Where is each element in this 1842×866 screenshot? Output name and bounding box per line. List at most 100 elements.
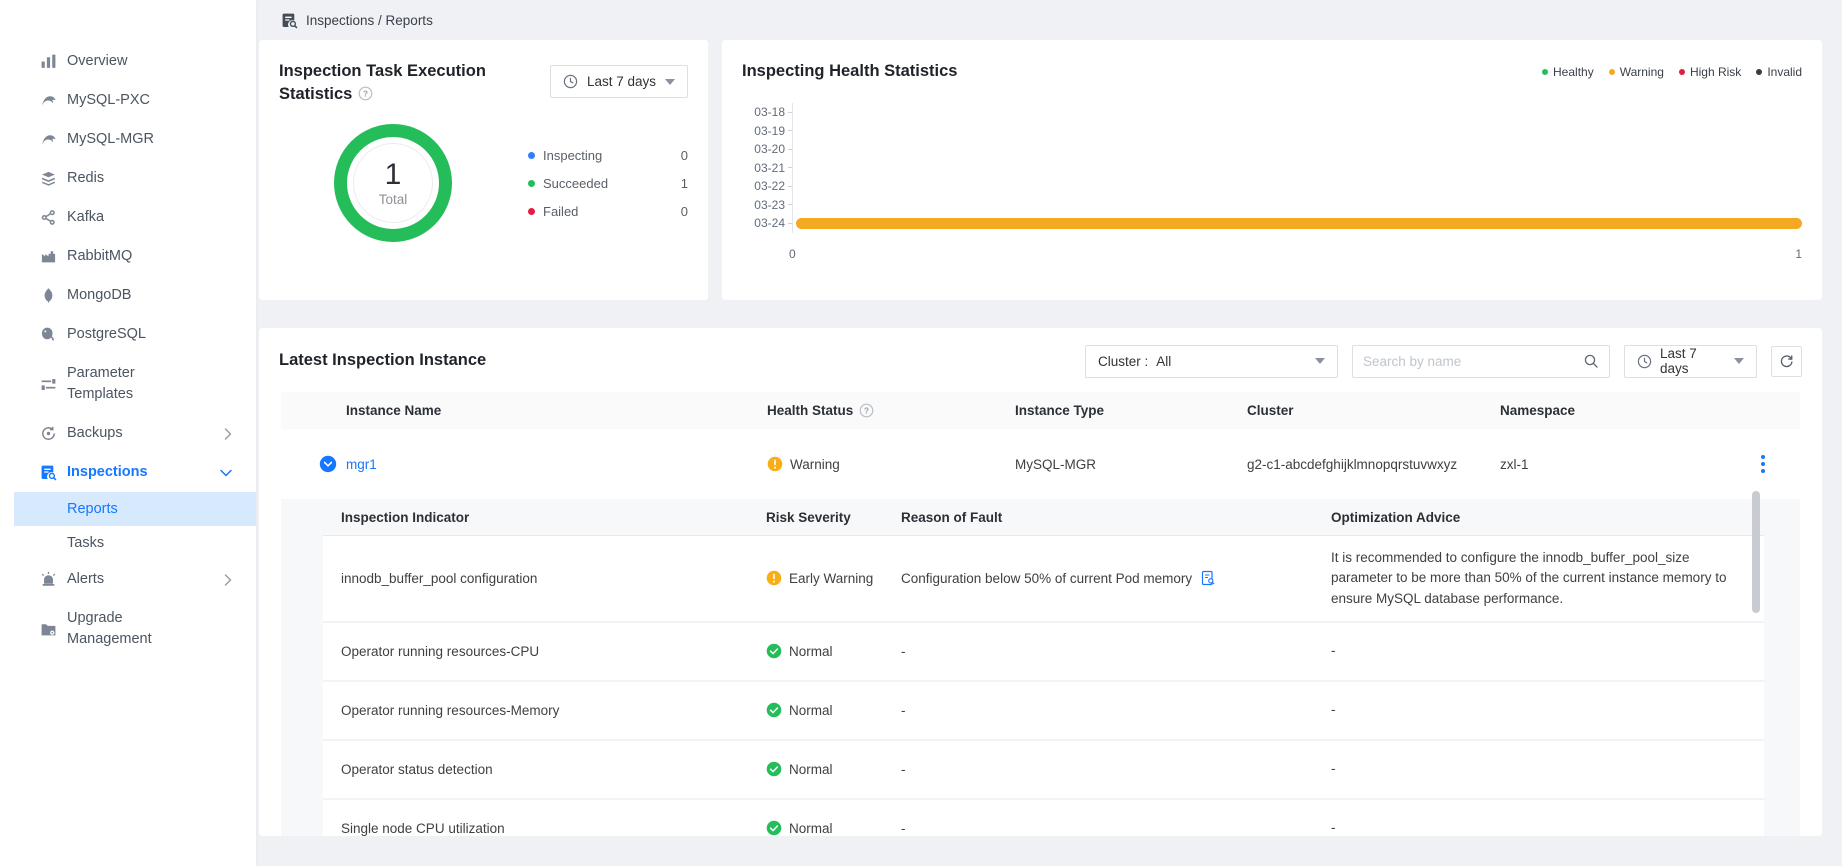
legend-dot xyxy=(1608,69,1615,75)
legend-label: High Risk xyxy=(1689,65,1742,79)
table-range-select[interactable]: Last 7 days xyxy=(1624,344,1757,378)
sidebar-item-parameter-templates[interactable]: Parameter Templates xyxy=(0,354,256,414)
donut-total-label: Total xyxy=(378,192,408,208)
sidebar-item-overview[interactable]: Overview xyxy=(0,42,256,81)
optimization-advice: - xyxy=(1331,702,1336,718)
inspections-icon xyxy=(281,12,298,29)
sidebar-item-reports[interactable]: Reports xyxy=(14,492,256,526)
sidebar-item-label: Reports xyxy=(67,501,118,517)
column-header-cluster: Cluster xyxy=(1247,403,1294,418)
column-header-instance-name: Instance Name xyxy=(346,403,442,418)
sidebar-item-mysql-mgr[interactable]: MySQL-MGR xyxy=(0,120,256,159)
y-axis-label: 03-18 xyxy=(754,105,785,120)
help-icon[interactable]: ? xyxy=(859,403,874,418)
row-actions-menu[interactable] xyxy=(1752,451,1774,477)
task-range-select[interactable]: Last 7 days xyxy=(549,65,688,98)
detail-row-single-node-cpu-utilization: Single node CPU utilization Normal - - xyxy=(323,797,1764,836)
upgrade-icon xyxy=(40,621,57,638)
sidebar-item-inspections[interactable]: Inspections xyxy=(0,453,256,492)
y-axis-label: 03-24 xyxy=(754,216,785,231)
kafka-icon xyxy=(40,209,57,226)
sidebar-item-label: Backups xyxy=(67,425,123,441)
sidebar-item-label: MySQL-PXC xyxy=(67,92,150,108)
risk-severity: Normal xyxy=(766,761,901,777)
column-header-health-status: Health Status? xyxy=(767,403,1015,418)
table-header: Instance Name Health Status? Instance Type… xyxy=(281,392,1800,429)
sidebar-item-alerts[interactable]: Alerts xyxy=(0,560,256,599)
legend-dot xyxy=(1678,69,1685,75)
chart-row-03-20: 03-20 xyxy=(742,140,1802,159)
y-axis-label: 03-23 xyxy=(754,197,785,212)
sidebar-item-rabbitmq[interactable]: RabbitMQ xyxy=(0,237,256,276)
legend-value: 1 xyxy=(680,175,688,191)
parameter-templates-icon xyxy=(40,376,57,393)
sidebar-item-label: MongoDB xyxy=(67,287,132,303)
instance-name-link[interactable]: mgr1 xyxy=(346,456,377,472)
breadcrumb[interactable]: Inspections / Reports xyxy=(259,0,1822,40)
sidebar-item-kafka[interactable]: Kafka xyxy=(0,198,256,237)
vertical-scrollbar[interactable] xyxy=(1752,491,1760,613)
refresh-button[interactable] xyxy=(1771,345,1802,377)
check-circle-icon xyxy=(766,761,782,777)
task-stats-card: Inspection Task Execution Statistics? La… xyxy=(259,40,708,300)
alerts-icon xyxy=(40,571,57,588)
search-input[interactable] xyxy=(1363,353,1583,369)
sidebar-item-label: Upgrade Management xyxy=(67,610,152,647)
sidebar-item-label: Alerts xyxy=(67,571,105,587)
svg-text:?: ? xyxy=(363,88,368,98)
sidebar-item-redis[interactable]: Redis xyxy=(0,159,256,198)
latest-section-title: Latest Inspection Instance xyxy=(279,351,487,370)
detail-row-operator-status-detection: Operator status detection Normal - - xyxy=(323,738,1764,798)
report-doc-icon[interactable] xyxy=(1200,570,1216,586)
cluster-filter-select[interactable]: Cluster : All xyxy=(1085,344,1338,378)
sidebar-item-backups[interactable]: Backups xyxy=(0,414,256,453)
legend-label: Failed xyxy=(543,203,579,219)
detail-table-header: Inspection Indicator Risk Severity Reason … xyxy=(323,499,1764,536)
column-header-instance-type: Instance Type xyxy=(1015,403,1105,418)
sidebar-item-postgresql[interactable]: PostgreSQL xyxy=(0,315,256,354)
chevron-right-icon xyxy=(224,573,232,586)
legend-item-warning: Warning xyxy=(1608,65,1664,79)
sidebar-item-mysql-pxc[interactable]: MySQL-PXC xyxy=(0,81,256,120)
svg-text:?: ? xyxy=(864,405,869,415)
health-stats-title: Inspecting Health Statistics xyxy=(742,62,958,80)
legend-label: Inspecting xyxy=(543,147,603,163)
sidebar-item-upgrade-management[interactable]: Upgrade Management xyxy=(0,599,256,659)
sidebar-item-label: Redis xyxy=(67,170,105,186)
sidebar: Overview MySQL-PXC MySQL-MGR Redis Kafka Rabb… xyxy=(0,0,256,866)
legend-dot xyxy=(528,207,535,215)
legend-dot xyxy=(528,179,535,187)
summary-cards-row: Inspection Task Execution Statistics? La… xyxy=(259,40,1822,300)
table-range-label: Last 7 days xyxy=(1660,346,1697,376)
main-content: Inspections / Reports Inspection Task Ex… xyxy=(256,0,1842,866)
donut-total-value: 1 xyxy=(384,157,402,191)
detail-row-operator-running-resources-cpu: Operator running resources-CPU Normal - - xyxy=(323,620,1764,680)
search-icon[interactable] xyxy=(1583,353,1599,369)
detail-row-operator-running-resources-memory: Operator running resources-Memory Normal -… xyxy=(323,679,1764,739)
x-axis-label: 0 xyxy=(789,246,796,261)
chart-row-03-23: 03-23 xyxy=(742,195,1802,215)
inspection-detail-panel: Inspection Indicator Risk Severity Reason … xyxy=(281,491,1800,836)
check-circle-icon xyxy=(766,820,782,836)
legend-value: 0 xyxy=(680,147,688,163)
sidebar-item-label: Inspections xyxy=(67,464,148,480)
inspections-icon xyxy=(40,464,57,481)
inspection-indicator: Operator running resources-CPU xyxy=(341,643,540,659)
sidebar-item-label: Tasks xyxy=(67,535,105,551)
caret-down-icon xyxy=(665,78,675,85)
clock-icon xyxy=(1637,354,1652,369)
task-stats-title: Inspection Task Execution Statistics? xyxy=(279,62,486,104)
legend-label: Succeeded xyxy=(543,175,609,191)
sidebar-item-tasks[interactable]: Tasks xyxy=(14,526,256,560)
expand-row-toggle[interactable] xyxy=(319,455,337,473)
breadcrumb-text: Inspections / Reports xyxy=(306,12,433,28)
inspection-indicator: Single node CPU utilization xyxy=(341,820,505,836)
sidebar-item-label: Parameter Templates xyxy=(67,365,135,402)
help-icon[interactable]: ? xyxy=(358,86,373,101)
reason-of-fault: Configuration below 50% of current Pod m… xyxy=(901,570,1331,586)
sidebar-item-label: RabbitMQ xyxy=(67,248,133,264)
sidebar-item-mongodb[interactable]: MongoDB xyxy=(0,276,256,315)
rabbitmq-icon xyxy=(40,248,57,265)
risk-severity: Normal xyxy=(766,702,901,718)
